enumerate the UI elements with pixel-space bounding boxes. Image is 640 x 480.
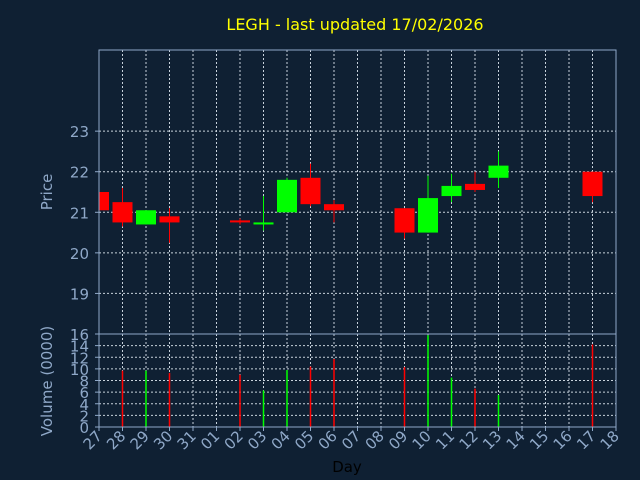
candle-body: [418, 198, 438, 233]
volume-bar-12: [474, 388, 476, 427]
day-tick-labels: 2728293031010203040506070809101112131415…: [80, 427, 623, 453]
volume-bar-11: [450, 377, 453, 427]
volume-tick-label: 2: [79, 407, 89, 425]
candle-body: [488, 165, 509, 178]
volume-bar-10: [427, 335, 429, 427]
candle-body: [253, 222, 274, 225]
chart-title: LEGH - last updated 17/02/2026: [226, 15, 483, 34]
price-tick-labels: 19 20 21 22 23: [70, 123, 99, 303]
candle-05: [300, 163, 321, 207]
candle-body: [324, 204, 344, 211]
volume-bar-04: [286, 370, 288, 427]
price-panel: 19 20 21 22 23 Price: [38, 49, 617, 335]
candle-30: [159, 208, 180, 243]
candle-body: [441, 185, 462, 197]
candle-29: [136, 210, 156, 225]
candle-13: [488, 151, 509, 188]
volume-bar-09: [403, 367, 406, 427]
volume-tick-label: 0: [79, 419, 89, 437]
volume-tick-label: 14: [70, 338, 89, 356]
volume-bar-30: [168, 372, 171, 427]
candle-body: [582, 171, 603, 197]
volume-bar-13: [497, 395, 500, 427]
price-tick-label: 22: [70, 164, 89, 182]
candles: [98, 151, 603, 243]
volume-bar-02: [239, 374, 241, 427]
price-tick-label: 21: [70, 204, 89, 222]
day-axis-label: Day: [332, 458, 362, 476]
candle-body: [465, 183, 485, 190]
candle-body: [159, 216, 180, 223]
volume-bars: [121, 335, 594, 427]
candle-03: [253, 196, 274, 231]
volume-tick-label: 16: [70, 326, 89, 344]
volume-tick-label: 6: [79, 384, 89, 402]
volume-bar-28: [121, 370, 124, 427]
volume-bar-17: [591, 344, 594, 427]
volume-bar-05: [309, 366, 312, 427]
price-tick-label: 23: [70, 123, 89, 141]
volume-tick-label: 8: [79, 373, 89, 391]
volume-tick-label: 10: [70, 361, 89, 379]
volume-bar-29: [145, 370, 147, 427]
volume-axis-label: Volume (0000): [38, 326, 56, 436]
volume-bar-06: [333, 358, 335, 427]
candle-body: [394, 208, 415, 233]
candle-09: [394, 208, 415, 239]
candle-17: [582, 171, 603, 203]
candle-body: [277, 179, 297, 213]
price-tick-label: 20: [70, 245, 89, 263]
candle-27: [98, 192, 109, 213]
price-axis-label: Price: [38, 174, 56, 211]
candle-04: [277, 177, 297, 213]
candle-02: [230, 218, 250, 225]
candle-12: [465, 171, 485, 192]
candle-10: [418, 175, 438, 233]
price-tick-label: 19: [70, 285, 89, 303]
candle-28: [112, 187, 133, 227]
candle-body: [136, 210, 156, 225]
candle-11: [441, 173, 462, 203]
volume-tick-label: 12: [70, 349, 89, 367]
candle-body: [112, 202, 133, 223]
candle-body: [300, 177, 321, 205]
candle-body: [99, 192, 109, 211]
volume-bar-03: [262, 390, 265, 427]
candle-body: [230, 220, 250, 223]
volume-tick-label: 4: [79, 396, 89, 414]
candle-06: [324, 200, 344, 223]
